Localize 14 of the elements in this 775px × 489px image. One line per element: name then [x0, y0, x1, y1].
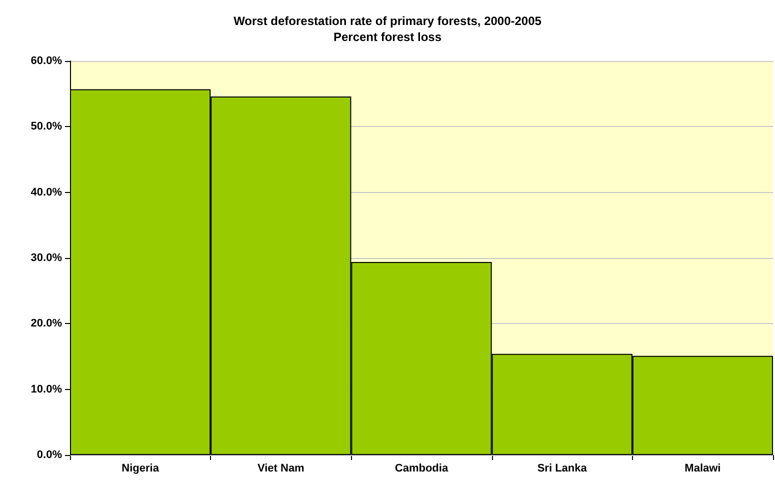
y-tick-label: 20.0%	[30, 318, 62, 330]
y-tick-label: 40.0%	[30, 186, 62, 198]
x-tick-label: Cambodia	[394, 462, 449, 474]
y-tick-label: 0.0%	[36, 449, 62, 461]
x-tick-label: Malawi	[684, 462, 721, 474]
y-tick-label: 50.0%	[30, 120, 62, 133]
y-tick-label: 30.0%	[30, 252, 62, 264]
x-tick-label: Viet Nam	[257, 462, 305, 474]
y-tick-label: 60.0%	[30, 55, 62, 67]
y-tick-label: 10.0%	[30, 383, 62, 396]
x-tick-label: Nigeria	[122, 462, 160, 474]
chart-title: Worst deforestation rate of primary forests, 2000-2005	[234, 14, 542, 28]
chart-subtitle: Percent forest loss	[333, 30, 442, 44]
x-tick-label: Sri Lanka	[537, 462, 588, 474]
